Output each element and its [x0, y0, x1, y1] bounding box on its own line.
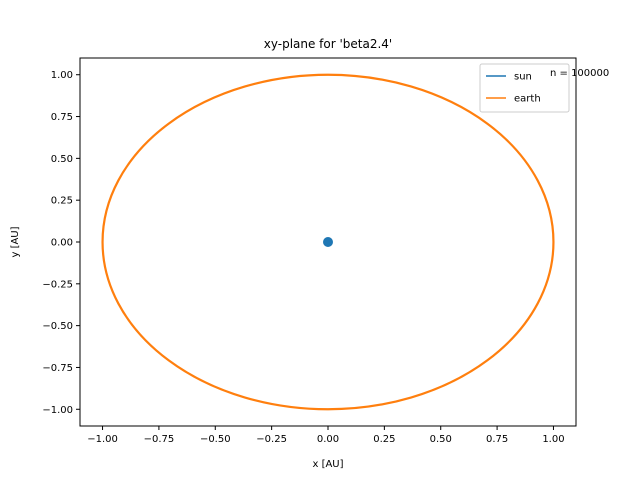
y-tick-label: −0.50: [42, 321, 73, 332]
chart-title: xy-plane for 'beta2.4': [264, 37, 392, 51]
y-tick-label: 0.25: [51, 196, 73, 207]
x-tick-label: −0.75: [144, 434, 175, 445]
x-tick-label: 0.25: [373, 434, 395, 445]
x-axis-ticks: −1.00 −0.75 −0.50 −0.25 0.00 0.25 0.50 0.75 1.00: [87, 426, 565, 445]
y-tick-label: −0.25: [42, 279, 73, 290]
x-tick-label: −0.50: [200, 434, 231, 445]
legend-label-earth: earth: [514, 94, 541, 105]
x-tick-label: 1.00: [542, 434, 564, 445]
y-tick-label: 0.50: [51, 154, 73, 165]
y-tick-label: 1.00: [51, 70, 73, 81]
y-tick-label: 0.75: [51, 112, 73, 123]
sample-count-annotation: n = 100000: [550, 68, 609, 79]
x-tick-label: −1.00: [87, 434, 118, 445]
series-earth-orbit: [101, 73, 555, 411]
legend: sun earth: [479, 63, 570, 113]
x-tick-label: −0.25: [256, 434, 287, 445]
y-tick-label: −0.75: [42, 363, 73, 374]
legend-label-sun: sun: [514, 72, 532, 83]
y-axis-ticks: −1.00 −0.75 −0.50 −0.25 0.00 0.25 0.50 0.75 1.00: [42, 70, 80, 416]
x-tick-label: 0.50: [430, 434, 452, 445]
y-tick-label: −1.00: [42, 405, 73, 416]
series-sun-point: [323, 237, 333, 247]
y-tick-label: 0.00: [51, 238, 73, 249]
x-tick-label: 0.75: [486, 434, 508, 445]
plot-area: [79, 57, 577, 427]
y-axis-label: y [AU]: [10, 226, 21, 257]
x-tick-label: 0.00: [317, 434, 339, 445]
x-axis-label: x [AU]: [312, 459, 343, 470]
